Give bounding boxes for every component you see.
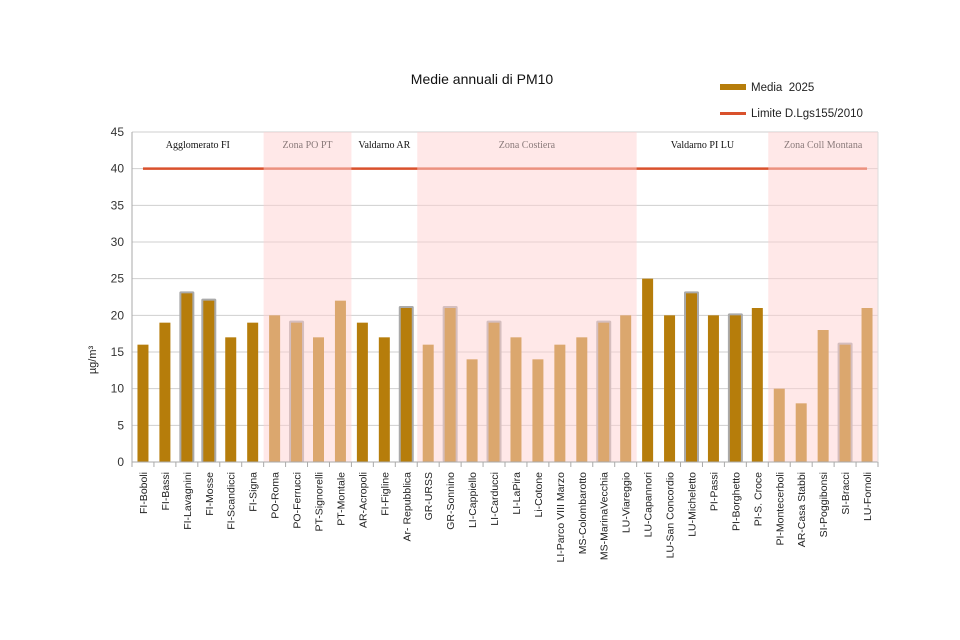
zone-shade xyxy=(263,132,352,462)
x-tick-label: PT-Signorelli xyxy=(314,472,326,532)
legend: Media 2025 Limite D.Lgs155/2010 xyxy=(720,82,863,120)
x-tick-label: SI-Bracci xyxy=(840,472,852,515)
bar xyxy=(378,337,390,462)
x-tick-label: AR-Casa Stabbi xyxy=(796,472,808,547)
x-tick-label: LI-Parco VIII Marzo xyxy=(555,472,567,563)
x-tick-label: Li-Cotone xyxy=(533,472,545,518)
bar xyxy=(159,322,171,462)
bar xyxy=(137,344,149,462)
x-tick-label: MS-MarinaVecchia xyxy=(599,472,611,560)
x-tick-label: LI-Carducci xyxy=(489,472,501,526)
x-tick-label: PI-Montecerboli xyxy=(774,472,786,546)
zone-label: Zona Costiera xyxy=(499,140,556,151)
y-tick-label: 25 xyxy=(111,272,125,286)
x-tick-label: FI-Scandicci xyxy=(226,472,238,530)
legend-label-media: Media 2025 xyxy=(751,82,814,94)
zone-label: Zona PO PT xyxy=(283,140,333,151)
x-tick-label: PI-S. Croce xyxy=(752,472,764,526)
y-tick-label: 10 xyxy=(111,382,125,396)
zone-label: Valdarno PI LU xyxy=(671,140,735,151)
y-axis-label: µg/m³ xyxy=(87,345,99,374)
x-tick-label: PI-Borghetto xyxy=(730,472,742,531)
y-tick-label: 40 xyxy=(111,162,125,176)
bar xyxy=(707,315,719,462)
x-tick-label: LU-Viareggio xyxy=(621,472,633,533)
zone-label: Agglomerato FI xyxy=(166,140,230,151)
x-tick-label: Ar- Repubblica xyxy=(401,472,413,542)
bar xyxy=(664,315,676,462)
zone-shade xyxy=(417,132,637,462)
legend-swatch-limite xyxy=(720,112,746,115)
x-tick-label: GR-Sonnino xyxy=(445,472,457,530)
x-tick-label: LU-Fornoli xyxy=(862,472,874,521)
x-tick-label: PO-Ferrucci xyxy=(292,472,304,529)
bar xyxy=(225,337,237,462)
x-tick-label: MS-Colombarotto xyxy=(577,472,589,554)
x-tick-label: AR-Acropoli xyxy=(357,472,369,528)
bar xyxy=(247,322,259,462)
y-tick-label: 35 xyxy=(111,198,125,212)
x-tick-label: PI-Passi xyxy=(708,472,720,511)
bar xyxy=(203,300,215,462)
x-tick-label: FI-Figline xyxy=(379,472,391,516)
x-tick-label: LU-San Concordio xyxy=(665,472,677,559)
x-tick-label: LU-Micheletto xyxy=(687,472,699,537)
x-tick-label: LU-Capannori xyxy=(643,472,655,537)
y-tick-label: 45 xyxy=(111,125,125,139)
y-tick-label: 30 xyxy=(111,235,125,249)
x-tick-label: PO-Roma xyxy=(270,472,282,519)
zone-label: Valdarno AR xyxy=(358,140,410,151)
bar xyxy=(686,293,697,462)
y-tick-label: 15 xyxy=(111,345,125,359)
bar xyxy=(642,278,654,462)
x-tick-label: PT-Montale xyxy=(335,472,347,526)
legend-label-limite: Limite D.Lgs155/2010 xyxy=(751,108,863,120)
x-tick-label: LI-LaPira xyxy=(511,472,523,515)
zone-label: Zona Coll Montana xyxy=(784,140,863,151)
x-tick-label: LI-Cappiello xyxy=(467,472,479,528)
y-tick-label: 5 xyxy=(117,418,124,432)
x-tick-label: FI-Boboli xyxy=(138,472,150,514)
bar xyxy=(181,293,193,462)
x-tick-label: FI-Mosse xyxy=(204,472,216,516)
bar xyxy=(751,308,763,462)
bar xyxy=(729,315,741,462)
x-tick-label: FI-Lavagnini xyxy=(182,472,194,530)
chart-title: Medie annuali di PM10 xyxy=(411,71,554,87)
y-tick-label: 20 xyxy=(111,308,125,322)
legend-swatch-media xyxy=(720,84,746,90)
zone-shade xyxy=(768,132,878,462)
x-tick-label: GR-URSS xyxy=(423,472,435,520)
bar xyxy=(356,322,368,462)
x-tick-label: FI-Bassi xyxy=(160,472,172,511)
bar xyxy=(400,308,412,462)
x-tick-label: SI-Poggibonsi xyxy=(818,472,830,537)
y-tick-label: 0 xyxy=(117,455,124,469)
x-tick-label: FI-Signa xyxy=(248,472,260,512)
